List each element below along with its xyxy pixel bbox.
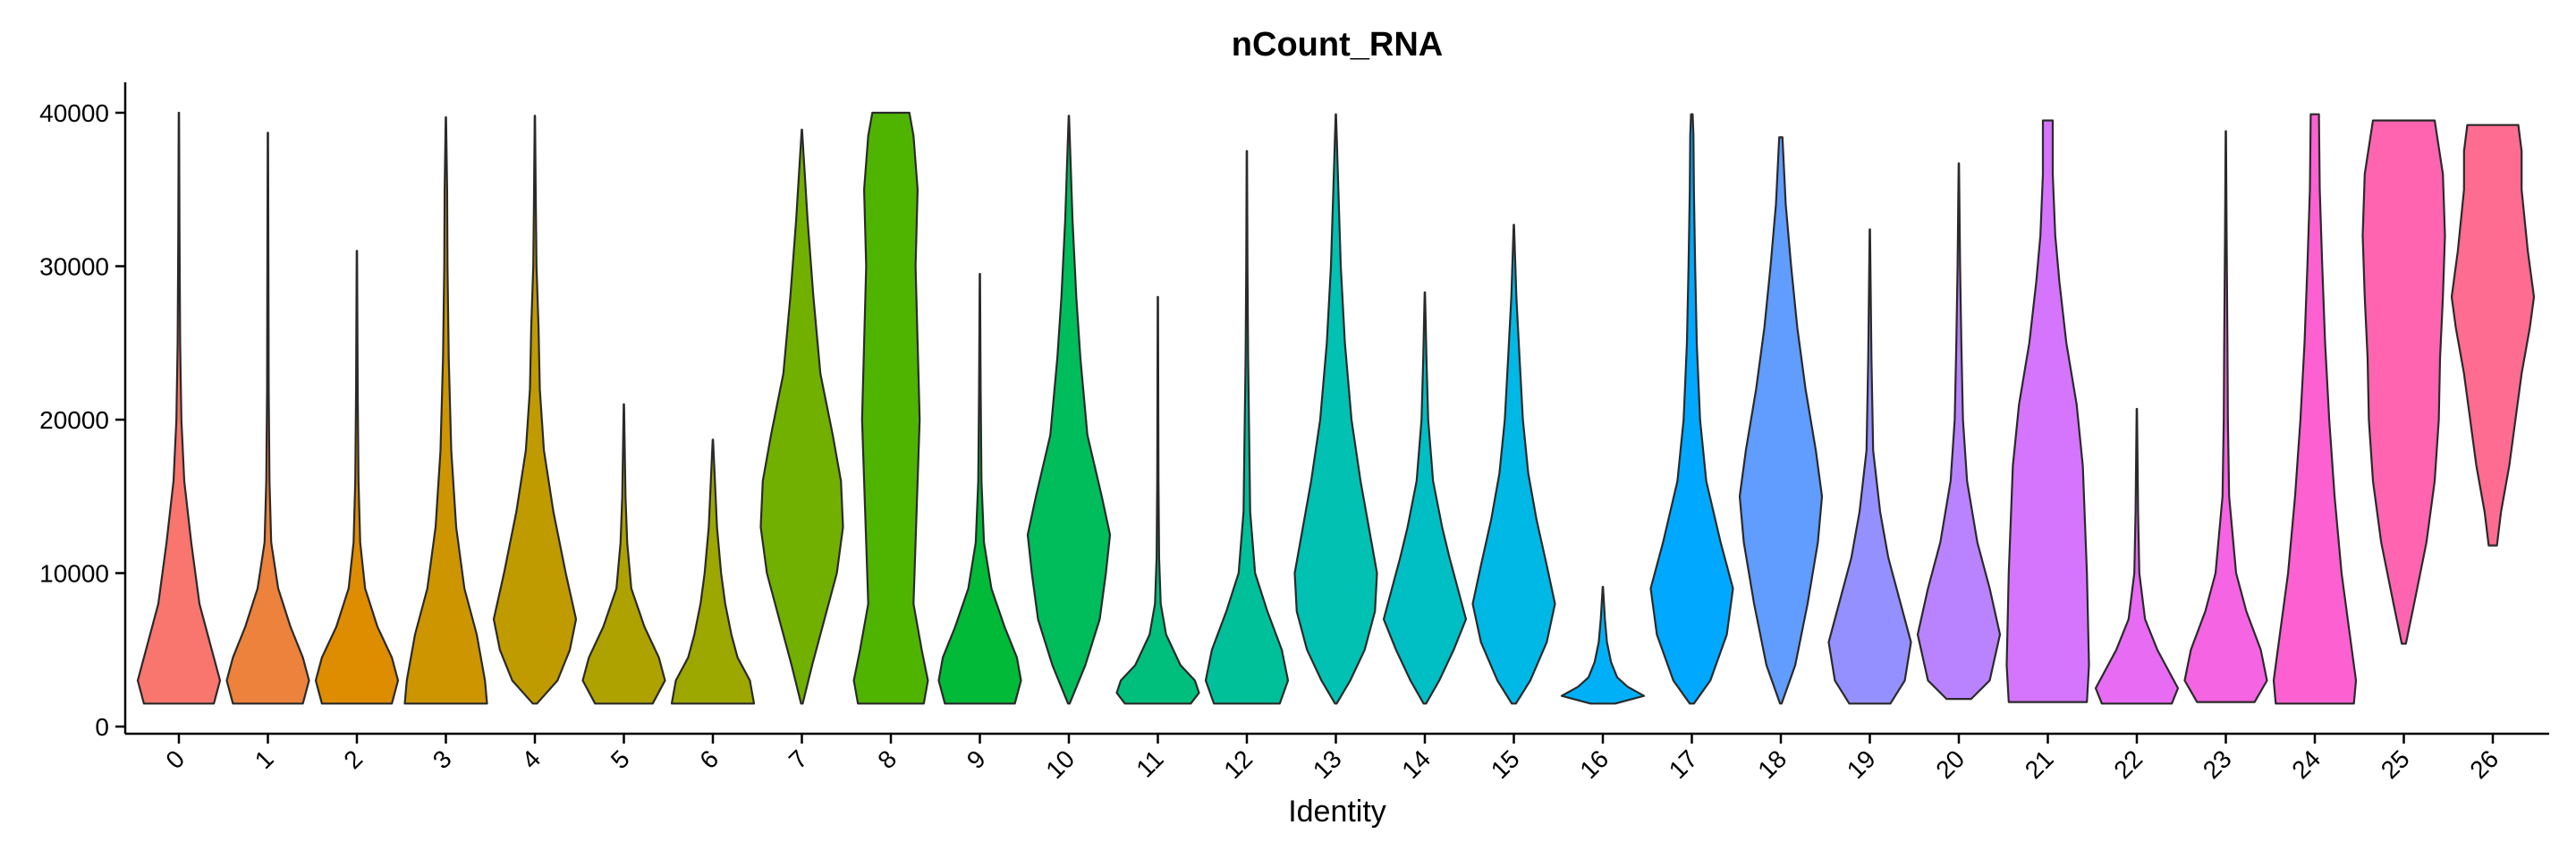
x-tick-label: 26 — [2464, 744, 2504, 784]
x-tick-label: 18 — [1752, 744, 1792, 784]
x-tick-label: 9 — [962, 744, 991, 774]
x-tick-label: 12 — [1218, 744, 1258, 784]
violin-14 — [1382, 291, 1468, 705]
chart-title: nCount_RNA — [1232, 26, 1443, 64]
violin-19 — [1827, 228, 1912, 705]
x-tick-label: 11 — [1131, 744, 1168, 782]
violin-3 — [403, 116, 488, 705]
y-tick-label: 20000 — [39, 406, 109, 434]
x-tick-label: 1 — [250, 744, 279, 774]
x-tick-label: 17 — [1664, 744, 1703, 784]
x-tick-label: 3 — [428, 744, 457, 774]
x-axis-ticks: 0 1 2 3 4 5 6 7 8 9 10 11 12 13 14 15 16 17 18 19 20 21 22 23 24… — [160, 734, 2504, 784]
x-tick-label: 20 — [1930, 744, 1970, 784]
violin-20 — [1916, 162, 2002, 701]
violin-22 — [2094, 407, 2180, 705]
violin-7 — [759, 128, 844, 705]
violin-23 — [2183, 130, 2268, 703]
violin-2 — [314, 250, 400, 705]
violin-18 — [1738, 136, 1824, 705]
x-tick-label: 22 — [2108, 744, 2148, 784]
x-tick-label: 10 — [1040, 744, 1080, 784]
x-tick-label: 25 — [2376, 744, 2415, 784]
x-tick-label: 14 — [1396, 744, 1436, 784]
x-tick-label: 4 — [516, 744, 546, 774]
violin-10 — [1026, 115, 1112, 705]
x-tick-label: 7 — [784, 744, 813, 774]
y-tick-label: 30000 — [39, 253, 109, 281]
violin-4 — [492, 115, 578, 705]
x-tick-label: 5 — [606, 744, 635, 774]
x-tick-label: 19 — [1842, 744, 1881, 784]
plot-area — [136, 111, 2536, 705]
y-tick-label: 0 — [95, 713, 109, 741]
y-tick-label: 40000 — [39, 99, 109, 127]
violin-17 — [1649, 113, 1734, 705]
violin-11 — [1115, 295, 1200, 705]
x-tick-label: 8 — [872, 744, 902, 774]
violin-16 — [1560, 585, 1646, 705]
x-tick-label: 15 — [1486, 744, 1525, 784]
x-tick-label: 16 — [1574, 744, 1614, 784]
x-tick-label: 2 — [338, 744, 368, 774]
violin-25 — [2361, 119, 2446, 645]
x-tick-label: 6 — [694, 744, 724, 774]
violin-0 — [136, 111, 222, 705]
x-tick-label: 13 — [1308, 744, 1347, 784]
violin-6 — [670, 438, 756, 705]
violin-24 — [2272, 113, 2358, 705]
violin-5 — [581, 403, 666, 705]
violin-12 — [1204, 149, 1290, 705]
x-tick-label: 0 — [160, 744, 190, 774]
y-tick-label: 10000 — [39, 560, 109, 588]
x-tick-label: 24 — [2286, 744, 2326, 784]
x-tick-label: 23 — [2198, 744, 2237, 784]
violin-9 — [937, 273, 1022, 705]
violin-26 — [2450, 123, 2536, 547]
violin-1 — [225, 132, 310, 705]
y-axis-ticks: 0 10000 20000 30000 40000 — [39, 99, 125, 741]
violin-13 — [1293, 113, 1378, 705]
violin-8 — [852, 111, 929, 705]
violin-21 — [2005, 119, 2090, 703]
x-tick-label: 21 — [2020, 744, 2059, 784]
x-axis-label: Identity — [1288, 795, 1386, 829]
violin-15 — [1471, 224, 1556, 705]
